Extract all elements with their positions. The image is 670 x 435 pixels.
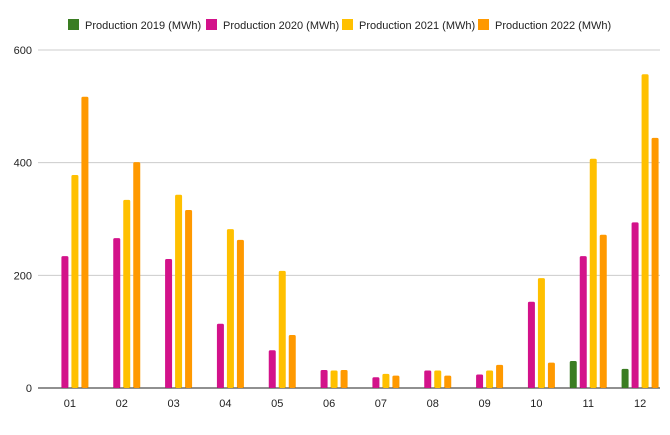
bar-10-series-1	[527, 301, 535, 388]
bar-05-series-3	[288, 335, 296, 388]
x-tick-label: 09	[478, 398, 490, 410]
bar-11-series-0	[569, 360, 577, 388]
gridlines	[38, 49, 660, 389]
bar-11-series-3	[599, 234, 607, 388]
bar-05-series-2	[278, 270, 286, 388]
y-tick-label: 0	[26, 383, 32, 395]
bar-03-series-2	[175, 194, 183, 388]
x-tick-label: 06	[323, 398, 335, 410]
legend: Production 2019 (MWh) Production 2020 (MW…	[68, 19, 611, 32]
bar-06-series-3	[340, 369, 348, 388]
legend-item: Production 2022 (MWh)	[478, 19, 611, 32]
bar-12-series-3	[651, 137, 659, 388]
bar-03-series-1	[165, 258, 173, 388]
legend-label: Production 2019 (MWh)	[85, 20, 201, 32]
y-tick-label: 400	[14, 158, 32, 170]
legend-swatch	[68, 19, 79, 30]
bar-05-series-1	[268, 350, 276, 388]
y-tick-label: 600	[14, 45, 32, 57]
bar-02-series-3	[133, 162, 141, 388]
bar-08-series-1	[424, 370, 432, 388]
bar-08-series-2	[434, 370, 442, 388]
legend-item: Production 2020 (MWh)	[206, 19, 339, 32]
bar-02-series-1	[113, 238, 121, 388]
bar-09-series-1	[476, 374, 484, 388]
x-tick-label: 05	[271, 398, 283, 410]
bar-06-series-1	[320, 369, 328, 388]
legend-label: Production 2021 (MWh)	[359, 20, 475, 32]
bar-09-series-2	[486, 370, 494, 388]
x-tick-label: 12	[634, 398, 646, 410]
bar-12-series-1	[631, 222, 639, 388]
legend-swatch	[342, 19, 353, 30]
legend-item: Production 2019 (MWh)	[68, 19, 201, 32]
x-tick-label: 08	[427, 398, 439, 410]
x-tick-label: 04	[219, 398, 231, 410]
bar-02-series-2	[123, 199, 131, 388]
bars	[61, 74, 659, 389]
bar-10-series-3	[547, 362, 555, 388]
bar-07-series-1	[372, 377, 380, 388]
x-tick-label: 11	[583, 398, 594, 410]
legend-label: Production 2022 (MWh)	[495, 20, 611, 32]
bar-08-series-3	[444, 375, 452, 388]
bar-09-series-3	[496, 364, 504, 388]
legend-swatch	[478, 19, 489, 30]
bar-03-series-3	[185, 209, 193, 388]
x-tick-label: 10	[530, 398, 542, 410]
bar-04-series-3	[236, 239, 244, 388]
bar-12-series-2	[641, 74, 649, 389]
bar-01-series-3	[81, 96, 89, 389]
legend-label: Production 2020 (MWh)	[223, 20, 339, 32]
y-tick-label: 200	[14, 270, 32, 282]
bar-07-series-2	[382, 373, 390, 388]
bar-01-series-2	[71, 175, 79, 388]
x-tick-label: 07	[375, 398, 387, 410]
bar-04-series-2	[226, 229, 234, 388]
bar-06-series-2	[330, 370, 338, 388]
bar-04-series-1	[216, 323, 224, 388]
bar-11-series-1	[579, 256, 587, 388]
axes: 0 200 400 600 01 02 03 04 05 06 07 08 09 10 11 12	[14, 45, 647, 410]
bar-07-series-3	[392, 375, 400, 388]
bar-01-series-1	[61, 256, 69, 388]
bar-10-series-2	[537, 278, 545, 388]
legend-item: Production 2021 (MWh)	[342, 19, 475, 32]
x-tick-label: 01	[64, 398, 76, 410]
bar-11-series-2	[589, 158, 597, 388]
bar-12-series-0	[621, 368, 629, 388]
x-tick-label: 03	[167, 398, 179, 410]
x-tick-label: 02	[116, 398, 128, 410]
legend-swatch	[206, 19, 217, 30]
